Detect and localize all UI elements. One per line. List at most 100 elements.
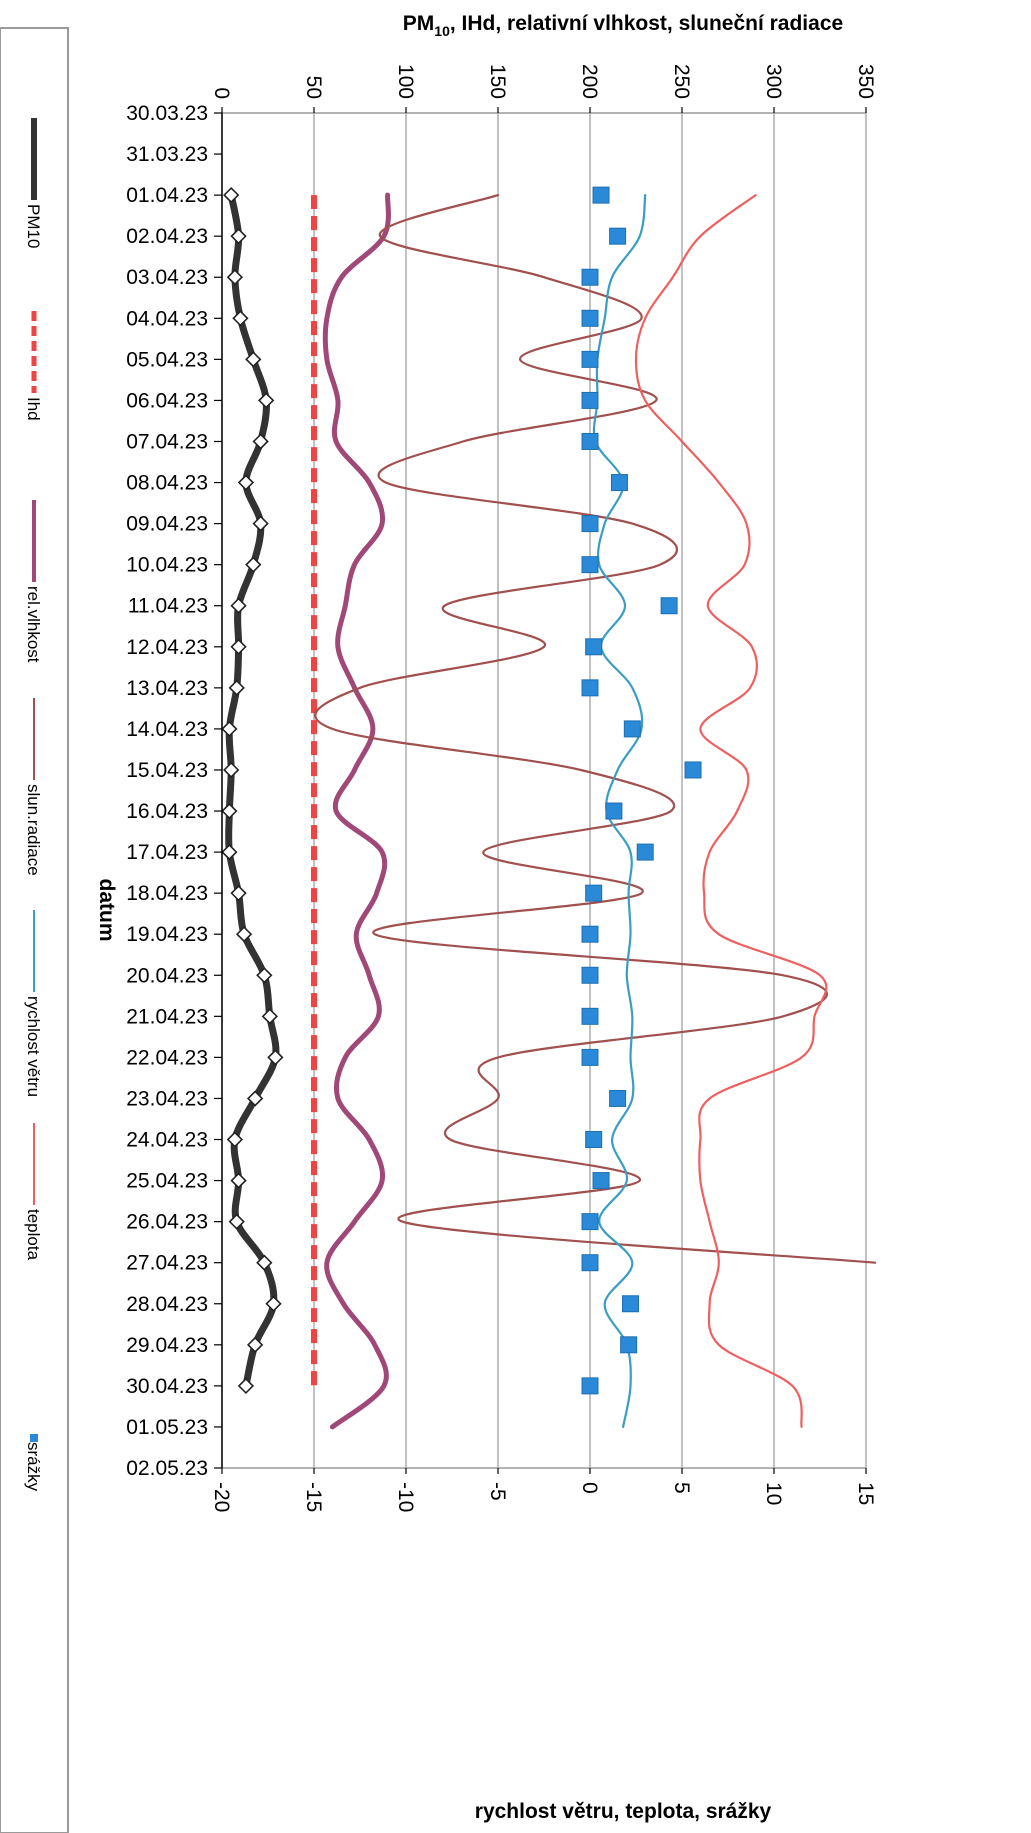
legend-item: slun.radiace <box>24 698 43 876</box>
data-point <box>621 1295 639 1313</box>
data-point <box>230 228 247 245</box>
category-tick-label: 10.04.23 <box>126 554 208 577</box>
category-tick-label: 31.03.23 <box>126 143 208 166</box>
primary-tick-label: 250 <box>670 64 693 99</box>
series-pm10 <box>221 186 284 1395</box>
category-tick-label: 02.04.23 <box>126 225 208 248</box>
secondary-tick-label: -15 <box>302 1482 325 1512</box>
data-point <box>620 1336 638 1354</box>
data-point <box>610 474 628 492</box>
data-point <box>258 392 275 409</box>
top-axis-title-rest: , IHd, relativní vlhkost, sluneční radia… <box>450 12 843 35</box>
data-point <box>585 1131 603 1149</box>
category-tick-label: 27.04.23 <box>126 1252 208 1275</box>
data-point <box>252 433 269 450</box>
legend-label: PM10 <box>24 204 43 248</box>
legend-item: srážky <box>24 1434 43 1492</box>
data-point <box>585 884 603 902</box>
primary-tick-label: 300 <box>762 64 785 99</box>
series-line <box>634 194 828 1428</box>
legend-item: PM10 <box>24 118 43 248</box>
data-point <box>581 268 599 286</box>
data-point <box>245 556 262 573</box>
data-point <box>246 1090 264 1107</box>
data-point <box>246 1336 264 1353</box>
category-tick-label: 22.04.23 <box>126 1046 208 1069</box>
data-point <box>636 843 654 861</box>
legend-label: srážky <box>24 1442 43 1492</box>
legend-label: slun.radiace <box>24 784 43 876</box>
legend: PM10 Ihd rel.vlhkost slun.radiace rychlost v… <box>24 118 43 1492</box>
data-point <box>581 1377 599 1395</box>
data-point <box>592 186 610 204</box>
category-tick-label: 17.04.23 <box>126 841 208 864</box>
category-tick-label: 03.04.23 <box>126 266 208 289</box>
data-point <box>221 843 238 861</box>
secondary-tick-label: -5 <box>486 1482 509 1501</box>
data-point <box>623 720 641 738</box>
legend-frame <box>0 27 69 1833</box>
category-tick-label: 30.03.23 <box>126 102 208 125</box>
category-tick-label: 06.04.23 <box>126 389 208 412</box>
top-axis-title-sub: 10 <box>434 23 450 39</box>
legend-label: teplota <box>24 1209 43 1261</box>
category-tick-label: 09.04.23 <box>126 513 208 536</box>
series-rel-vlhkost <box>322 192 391 1430</box>
data-point <box>256 967 273 984</box>
category-tick-label: 01.04.23 <box>126 184 208 207</box>
data-point <box>660 597 678 615</box>
data-point <box>221 720 238 738</box>
category-tick-label: 18.04.23 <box>126 882 208 905</box>
category-tick-label: 08.04.23 <box>126 472 208 495</box>
data-point <box>585 638 603 656</box>
primary-tick-label: 0 <box>210 87 233 99</box>
category-tick-label: 21.04.23 <box>126 1005 208 1028</box>
legend-swatch <box>30 1434 38 1442</box>
plot-area <box>221 186 877 1430</box>
data-point <box>237 474 255 491</box>
data-point <box>223 186 240 204</box>
data-point <box>230 885 247 902</box>
secondary-tick-label: 0 <box>578 1482 601 1494</box>
data-point <box>581 1213 599 1231</box>
series-line <box>322 192 391 1430</box>
data-point <box>581 350 599 368</box>
data-point <box>228 679 245 696</box>
category-tick-label: 23.04.23 <box>126 1087 208 1110</box>
data-point <box>581 309 599 327</box>
category-tick-label: 19.04.23 <box>126 923 208 946</box>
category-tick-label: 30.04.23 <box>126 1375 208 1398</box>
data-point <box>581 391 599 409</box>
data-point <box>581 925 599 943</box>
data-point <box>265 1295 282 1312</box>
legend-item: rel.vlhkost <box>24 500 43 663</box>
primary-tick-label: 200 <box>578 64 601 99</box>
data-point <box>581 515 599 533</box>
bottom-axis-title: rychlost větru, teplota, srážky <box>475 1800 772 1823</box>
category-tick-label: 12.04.23 <box>126 636 208 659</box>
top-axis-title: PM10, IHd, relativní vlhkost, sluneční r… <box>403 12 843 39</box>
data-point <box>235 926 253 943</box>
secondary-tick-label: -10 <box>394 1482 417 1512</box>
data-point <box>228 1213 245 1230</box>
category-tick-label: 25.04.23 <box>126 1170 208 1193</box>
data-point <box>581 966 599 984</box>
legend-label: rel.vlhkost <box>24 586 43 663</box>
legend-label: rychlost větru <box>24 996 43 1097</box>
category-tick-label: 13.04.23 <box>126 677 208 700</box>
axes: 30.03.23 31.03.23 01.04.23 02.04.23 03.04.23… <box>126 64 877 1512</box>
legend-item: rychlost větru <box>24 910 43 1097</box>
legend-item: teplota <box>24 1123 43 1261</box>
category-tick-label: 28.04.23 <box>126 1293 208 1316</box>
primary-tick-label: 100 <box>394 64 417 99</box>
data-point <box>261 1008 278 1025</box>
data-point <box>609 227 627 245</box>
data-point <box>223 761 240 779</box>
data-point <box>581 556 599 574</box>
secondary-tick-label: -20 <box>210 1482 233 1512</box>
data-point <box>581 679 599 697</box>
category-tick-label: 05.04.23 <box>126 348 208 371</box>
series-teplota <box>634 194 828 1428</box>
data-point <box>230 638 247 655</box>
legend-label: Ihd <box>24 397 43 421</box>
